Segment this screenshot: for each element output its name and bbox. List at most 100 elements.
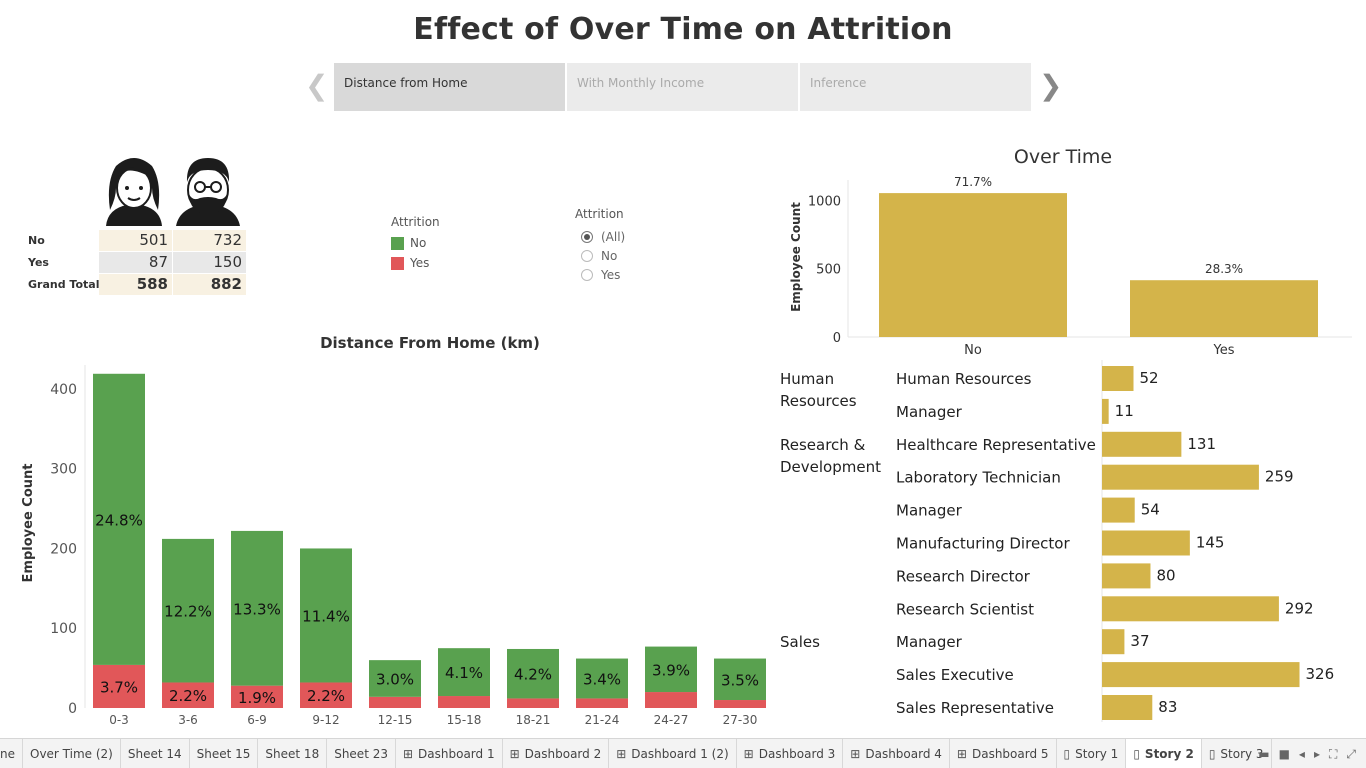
page-title: Effect of Over Time on Attrition [413, 12, 953, 47]
legend-label: No [410, 236, 427, 250]
female-avatar-icon [106, 158, 162, 226]
bar-segment-no [576, 658, 628, 699]
sheet-tab[interactable]: ⊞ Dashboard 1 (2) [609, 739, 737, 768]
bar-segment-yes [645, 692, 697, 708]
data-label: 3.5% [721, 671, 759, 689]
bar-segment-yes [93, 664, 145, 708]
role-label: Laboratory Technician [896, 469, 1061, 487]
previous-story-point-icon[interactable]: ❮ [305, 69, 329, 102]
sheet-tab-label: Dashboard 1 (2) [631, 747, 729, 761]
sheet-tab[interactable]: Sheet 23 [327, 739, 396, 768]
bar-segment-yes [369, 696, 421, 708]
radio-button[interactable] [581, 268, 593, 281]
data-label: 259 [1265, 468, 1294, 486]
prev-tab-icon[interactable]: ◂ [1298, 747, 1305, 761]
chart-title: Distance From Home (km) [320, 334, 540, 352]
data-label: 13.3% [233, 600, 281, 618]
sheet-tab[interactable]: Sheet 15 [190, 739, 259, 768]
fit-icon[interactable]: ⛶ [1328, 746, 1338, 761]
sheet-tab[interactable]: ⊞ Dashboard 5 [950, 739, 1057, 768]
legend-item[interactable]: No [391, 233, 440, 253]
attrition-filter: Attrition (All) No Yes [575, 207, 625, 284]
x-tick-label: 6-9 [247, 713, 267, 727]
legend-item[interactable]: Yes [391, 253, 440, 273]
data-label: 12.2% [164, 603, 212, 621]
filmstrip-icon[interactable]: ▬ [1258, 747, 1270, 761]
radio-button[interactable] [581, 230, 593, 243]
next-story-point-icon[interactable]: ❯ [1039, 69, 1063, 102]
grid-icon[interactable]: ■ [1278, 747, 1290, 761]
x-tick-label: 18-21 [516, 713, 551, 727]
sheet-tab[interactable]: ▯ Story 1 [1057, 739, 1127, 768]
group-label: Human Resources [780, 370, 857, 410]
data-label: 1.9% [238, 689, 276, 707]
next-tab-icon[interactable]: ▸ [1313, 747, 1320, 761]
crosstab-row-label: Grand Total [28, 278, 100, 291]
sheet-tab[interactable]: ne [0, 739, 23, 768]
bar-segment-yes [438, 696, 490, 708]
x-tick-label: 3-6 [178, 713, 198, 727]
bar-segment-no [438, 648, 490, 697]
filter-option-all[interactable]: (All) [575, 227, 625, 246]
dashboard-icon: ⊞ [616, 747, 627, 761]
radio-button[interactable] [581, 249, 593, 262]
group-label: Sales [780, 633, 820, 651]
sheet-tab[interactable]: ⊞ Dashboard 2 [503, 739, 610, 768]
data-label: 131 [1187, 435, 1216, 453]
sheet-tab[interactable]: Sheet 18 [258, 739, 328, 768]
data-label: 3.0% [376, 670, 414, 688]
bar [1102, 464, 1259, 490]
sheet-tab-label: Dashboard 1 [418, 747, 495, 761]
filter-option-label: No [601, 248, 618, 263]
data-label: 37 [1130, 632, 1149, 650]
sheet-tab-label: Over Time (2) [30, 747, 113, 761]
x-tick-label: Yes [1213, 343, 1235, 358]
filter-option-label: (All) [601, 229, 626, 244]
story-point-distance-from-home[interactable]: Distance from Home [334, 63, 565, 111]
sheet-tab-label: Sheet 18 [265, 747, 320, 761]
filter-option-no[interactable]: No [575, 246, 625, 265]
role-label: Manager [896, 633, 963, 651]
crosstab-cell: 501 [99, 230, 172, 251]
data-label: 3.9% [652, 661, 690, 679]
bar-segment-no [507, 648, 559, 699]
crosstab-cell: 150 [173, 252, 246, 273]
sheet-tab[interactable]: ⊞ Dashboard 3 [737, 739, 844, 768]
fullscreen-icon[interactable]: ⤢ [1346, 746, 1356, 761]
sheet-tab[interactable]: ⊞ Dashboard 1 [396, 739, 503, 768]
role-label: Human Resources [896, 370, 1032, 388]
story-point-inference[interactable]: Inference [800, 63, 1031, 111]
filter-option-label: Yes [601, 267, 621, 282]
sheet-tab[interactable]: ▯ Story 2 [1126, 739, 1202, 768]
x-tick-label: 24-27 [654, 713, 689, 727]
bar-segment-no [714, 658, 766, 701]
bar [879, 193, 1067, 337]
chart-title: Over Time [1014, 146, 1112, 168]
y-tick-label: 400 [50, 382, 77, 398]
x-tick-label: 0-3 [109, 713, 129, 727]
filter-title: Attrition [575, 207, 624, 221]
bar [1102, 398, 1109, 424]
sheet-tab-label: Dashboard 4 [865, 747, 942, 761]
data-label: 3.7% [100, 678, 138, 696]
bar-segment-yes [507, 698, 559, 708]
crosstab-row-label: No [28, 234, 45, 247]
role-label: Manager [896, 403, 963, 421]
legend-label: Yes [410, 256, 430, 270]
y-tick-label: 300 [50, 462, 77, 478]
role-label: Healthcare Representative [896, 436, 1096, 454]
sheet-tab[interactable]: ⊞ Dashboard 4 [843, 739, 950, 768]
story-point-monthly-income[interactable]: With Monthly Income [567, 63, 798, 111]
data-label: 145 [1196, 534, 1225, 552]
sheet-tab[interactable]: Sheet 14 [121, 739, 190, 768]
story-icon: ▯ [1063, 747, 1071, 761]
data-label: 83 [1158, 698, 1177, 716]
bar [1102, 596, 1279, 622]
group-label: Research & Development [780, 436, 881, 476]
sheet-tab[interactable]: Over Time (2) [23, 739, 121, 768]
sheet-tab[interactable]: ▯ Story 3 [1202, 739, 1272, 768]
bar-segment-no [645, 646, 697, 693]
filter-option-yes[interactable]: Yes [575, 265, 625, 284]
crosstab-cell: 588 [99, 274, 172, 295]
y-tick-label: 1000 [808, 194, 841, 209]
